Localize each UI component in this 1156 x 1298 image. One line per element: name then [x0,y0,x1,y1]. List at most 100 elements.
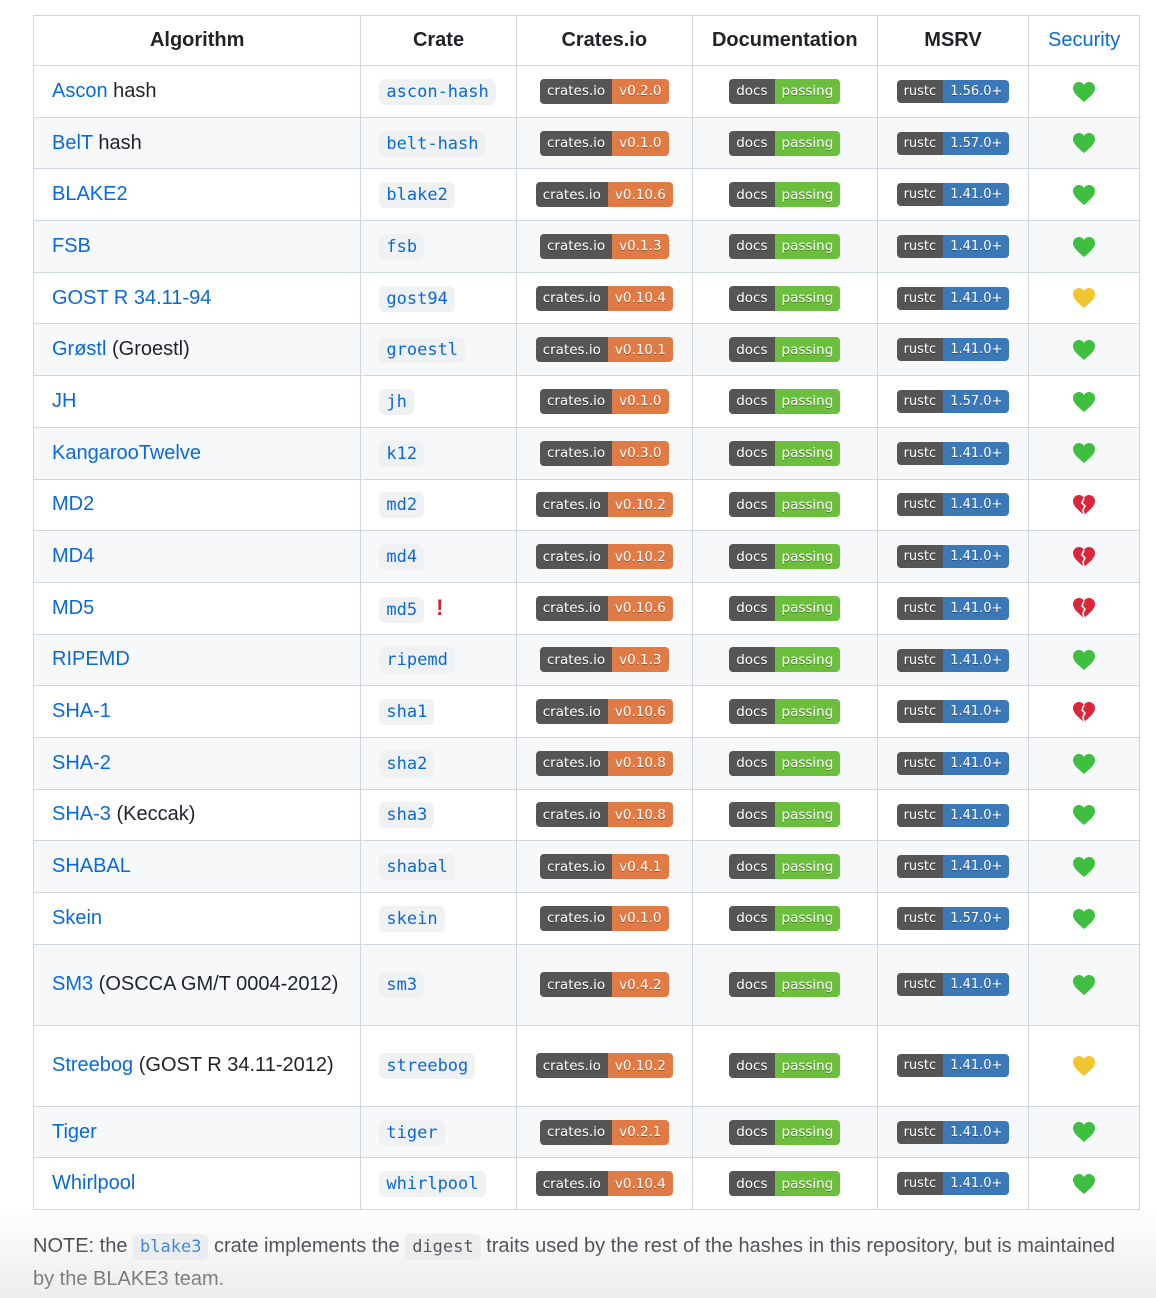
algorithm-link[interactable]: GOST R 34.11-94 [52,286,212,309]
crates-io-badge[interactable]: crates.io v0.10.6 [535,699,673,725]
crate-link[interactable]: k12 [379,440,425,467]
algorithm-link[interactable]: JH [52,389,77,412]
docs-badge[interactable]: docs passing [729,78,841,104]
docs-badge[interactable]: docs passing [729,595,841,621]
crates-io-badge[interactable]: crates.io v0.10.4 [535,1171,673,1197]
algorithm-link[interactable]: SHA-2 [52,751,111,774]
docs-badge[interactable]: docs passing [729,337,841,363]
docs-badge[interactable]: docs passing [729,544,841,570]
algorithm-link[interactable]: KangarooTwelve [52,441,201,464]
crates-io-cell: crates.io v0.4.1 [515,840,693,893]
crates-io-badge[interactable]: crates.io v0.10.2 [535,492,673,518]
crate-cell: groestl [360,323,517,377]
docs-badge[interactable]: docs passing [729,492,841,518]
msrv-cell: rustc 1.41.0+ [876,840,1030,893]
crates-io-badge[interactable]: crates.io v0.10.1 [535,337,673,363]
crate-link[interactable]: fsb [379,233,425,260]
docs-badge[interactable]: docs passing [729,182,841,208]
crate-link[interactable]: sm3 [379,972,425,999]
crates-io-badge[interactable]: crates.io v0.10.6 [535,595,673,621]
docs-badge[interactable]: docs passing [729,750,841,776]
algorithm-link[interactable]: SHA-3 [52,803,111,826]
crate-link[interactable]: tiger [379,1119,445,1146]
algorithm-link[interactable]: Skein [52,906,103,929]
table-row: SM3 (OSCCA GM/T 0004-2012) sm3 crates.io… [32,943,1140,1026]
crate-link[interactable]: groestl [379,337,466,364]
crates-io-badge[interactable]: crates.io v0.10.2 [535,1053,673,1079]
crates-io-badge[interactable]: crates.io v0.1.3 [539,233,669,259]
crate-link[interactable]: md4 [379,544,425,571]
table-row: MD2 md2 crates.io v0.10.2 docs passing rus… [32,478,1140,532]
crate-link[interactable]: streebog [379,1053,476,1080]
docs-badge[interactable]: docs passing [729,285,841,311]
crates-io-badge[interactable]: crates.io v0.10.6 [535,182,673,208]
docs-badge[interactable]: docs passing [729,647,841,673]
algorithm-link[interactable]: SM3 [52,973,94,996]
docs-badge[interactable]: docs passing [729,1119,841,1145]
crates-io-badge[interactable]: crates.io v0.1.0 [539,388,669,414]
crate-link[interactable]: whirlpool [379,1171,486,1198]
docs-badge[interactable]: docs passing [729,233,841,259]
crates-io-badge[interactable]: crates.io v0.10.8 [535,750,673,776]
crate-link[interactable]: gost94 [379,285,455,312]
crate-link[interactable]: md5 [379,597,425,624]
algorithm-link[interactable]: MD5 [52,596,95,619]
docs-badge[interactable]: docs passing [729,905,841,931]
green-heart-icon [1073,908,1096,929]
crates-io-badge[interactable]: crates.io v0.4.1 [539,854,669,880]
docs-badge[interactable]: docs passing [729,130,841,156]
crate-link[interactable]: sha3 [379,802,435,829]
crates-io-badge[interactable]: crates.io v0.3.0 [539,440,669,466]
crates-io-badge[interactable]: crates.io v0.4.2 [539,972,669,998]
docs-badge[interactable]: docs passing [729,854,841,880]
blake3-crate-link[interactable]: blake3 [133,1234,209,1260]
warning-icon: ! [436,595,444,621]
crates-io-badge[interactable]: crates.io v0.1.0 [539,130,669,156]
crate-link[interactable]: ascon-hash [379,78,496,105]
crates-io-badge[interactable]: crates.io v0.10.4 [535,285,673,311]
algorithm-link[interactable]: BelT [52,131,93,154]
version-value: v0.2.0 [612,78,669,104]
algorithm-link[interactable]: BLAKE2 [52,183,128,206]
version-value: v0.10.1 [607,337,673,363]
algorithm-link[interactable]: SHABAL [52,855,131,878]
crates-io-badge[interactable]: crates.io v0.10.8 [535,802,673,828]
msrv-value: 1.57.0+ [943,131,1010,155]
crate-link[interactable]: skein [379,905,445,932]
docs-badge[interactable]: docs passing [729,699,841,725]
algorithm-link[interactable]: Whirlpool [52,1172,136,1195]
crates-io-badge[interactable]: crates.io v0.1.3 [539,647,669,673]
docs-badge[interactable]: docs passing [729,1171,841,1197]
crate-link[interactable]: belt-hash [379,130,486,157]
algorithm-link[interactable]: MD2 [52,493,95,516]
crates-io-badge[interactable]: crates.io v0.1.0 [539,905,669,931]
algorithm-link[interactable]: Streebog [52,1054,134,1077]
crate-link[interactable]: ripemd [379,647,455,674]
crate-link[interactable]: blake2 [379,182,455,209]
crates-io-badge[interactable]: crates.io v0.2.0 [539,78,669,104]
crate-link[interactable]: sha1 [379,699,435,726]
algorithm-link[interactable]: Grøstl [52,338,107,361]
msrv-cell: rustc 1.57.0+ [876,375,1030,428]
crates-io-badge[interactable]: crates.io v0.2.1 [539,1119,669,1145]
msrv-badge: rustc 1.41.0+ [896,183,1010,207]
crate-link[interactable]: jh [379,388,414,415]
crate-link[interactable]: md2 [379,492,425,519]
docs-badge[interactable]: docs passing [729,1053,841,1079]
algorithm-link[interactable]: MD4 [52,545,95,568]
header-security-link[interactable]: Security [1028,15,1140,66]
msrv-value: 1.57.0+ [943,906,1010,930]
algorithm-link[interactable]: RIPEMD [52,648,130,671]
docs-badge[interactable]: docs passing [729,440,841,466]
docs-badge[interactable]: docs passing [729,388,841,414]
crates-io-badge[interactable]: crates.io v0.10.2 [535,544,673,570]
algorithm-link[interactable]: Tiger [52,1120,97,1143]
algorithm-cell: BelT hash [32,116,362,170]
crate-link[interactable]: shabal [379,854,455,881]
algorithm-link[interactable]: FSB [52,234,91,257]
docs-badge[interactable]: docs passing [729,972,841,998]
algorithm-link[interactable]: Ascon [52,79,108,102]
crate-link[interactable]: sha2 [379,750,435,777]
docs-badge[interactable]: docs passing [729,802,841,828]
algorithm-link[interactable]: SHA-1 [52,700,111,723]
